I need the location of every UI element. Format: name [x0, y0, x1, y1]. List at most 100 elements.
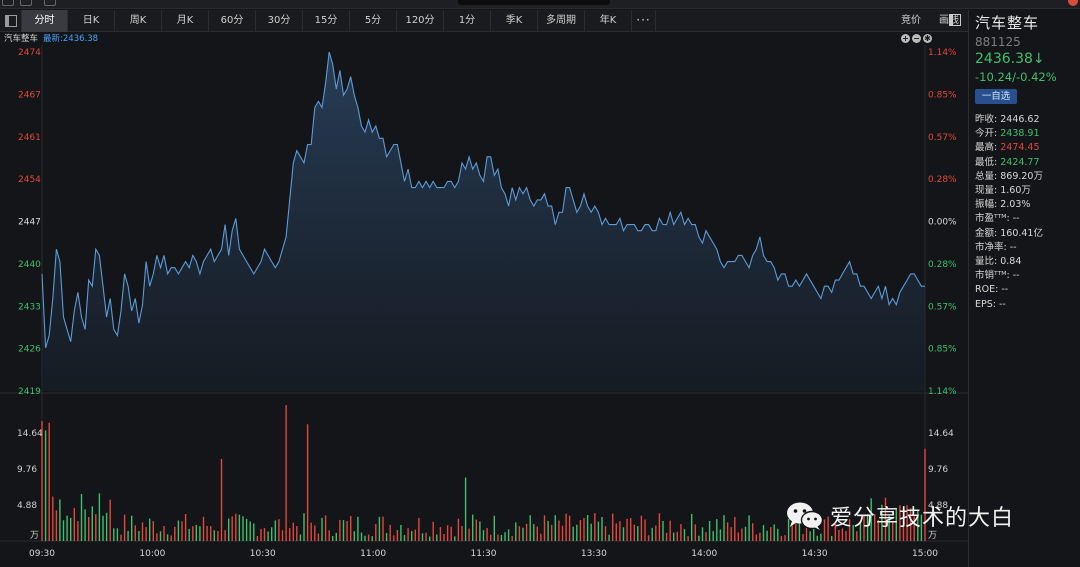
- volume-tick-label: 9.76: [17, 465, 37, 475]
- quote-change: -10.24/-0.42%: [975, 70, 1057, 84]
- stat-row: 量比: 0.84: [975, 255, 1043, 269]
- stat-label: 今开:: [975, 128, 998, 140]
- period-tab[interactable]: 120分: [397, 9, 444, 32]
- stat-value: 869.20万: [1000, 170, 1043, 182]
- intraday-chart[interactable]: 2474 1.14% 2467 0.85% 2461 0.57% 2454 0.28% 2447…: [0, 45, 968, 567]
- auction-button[interactable]: 竞价: [901, 14, 921, 26]
- stat-row: 最低: 2424.77: [975, 156, 1043, 170]
- period-tab[interactable]: 年K: [585, 9, 632, 32]
- period-tab[interactable]: 月K: [162, 9, 209, 32]
- close-window-icon[interactable]: [1068, 0, 1078, 6]
- stat-row: EPS: --: [975, 298, 1043, 312]
- period-tabs: 分时 日K 周K 月K 60分 30分 15分 5分 120分 1分 季K 多周期 年K: [22, 9, 632, 32]
- stat-label: 振幅:: [975, 199, 998, 211]
- stat-label: 现量:: [975, 185, 998, 197]
- stat-label: 金额:: [975, 227, 998, 239]
- time-tick-label: 11:30: [471, 549, 497, 559]
- sidebar-toggle-icon[interactable]: [0, 9, 22, 32]
- wechat-icon: [787, 502, 824, 530]
- stat-value: 160.41亿: [1000, 227, 1043, 239]
- time-tick-label: 14:00: [691, 549, 717, 559]
- quote-name: 汽车整车: [975, 14, 1040, 32]
- period-tab[interactable]: 日K: [68, 9, 115, 32]
- zoom-out-icon[interactable]: −: [912, 34, 921, 43]
- period-tab[interactable]: 分时: [22, 9, 68, 32]
- period-tab[interactable]: 30分: [256, 9, 303, 32]
- add-watchlist-button[interactable]: 一自选: [975, 89, 1017, 104]
- zoom-in-icon[interactable]: +: [901, 34, 910, 43]
- period-tab[interactable]: 多周期: [538, 9, 585, 32]
- pct-tick-label: 0.28%: [928, 175, 957, 185]
- stat-label: 市盈ᵀᵀᴹ:: [975, 213, 1010, 225]
- time-tick-label: 10:30: [250, 549, 276, 559]
- quote-code: 881125: [975, 35, 1021, 49]
- period-tab[interactable]: 5分: [350, 9, 397, 32]
- chart-symbol-name: 汽车整车: [4, 34, 39, 44]
- price-area: [42, 52, 925, 391]
- stat-row: ROE: --: [975, 283, 1043, 297]
- quote-panel: 汽车整车 881125 2436.38↓ -10.24/-0.42% 一自选 昨…: [949, 10, 1080, 567]
- period-tab[interactable]: 周K: [115, 9, 162, 32]
- time-tick-label: 10:00: [139, 549, 165, 559]
- pct-tick-label: 0.00%: [928, 218, 957, 228]
- period-tab[interactable]: 季K: [491, 9, 538, 32]
- price-line: [41, 51, 925, 349]
- stat-value: 2446.62: [1000, 114, 1040, 125]
- time-tick-label: 14:30: [802, 549, 828, 559]
- stat-value: --: [1012, 213, 1020, 225]
- time-tick-label: 09:30: [29, 549, 55, 559]
- period-toolbar: 分时 日K 周K 月K 60分 30分 15分 5分 120分 1分 季K 多周期 年K ··· 竞价 …: [0, 9, 968, 32]
- stat-row: 金额: 160.41亿: [975, 227, 1043, 241]
- pct-tick-label: 0.85%: [928, 90, 957, 100]
- stat-row: 振幅: 2.03%: [975, 198, 1043, 212]
- stat-label: 市净率:: [975, 241, 1007, 253]
- chart-latest-price: 最新:2436.38: [43, 34, 99, 44]
- panel-toggle-icon[interactable]: [949, 14, 961, 26]
- quote-price: 2436.38↓: [975, 51, 1045, 67]
- price-tick-label: 2461: [18, 133, 41, 143]
- stat-row: 市销ᵀᵀᴹ: --: [975, 269, 1043, 283]
- chart-controls: + − ✱: [901, 34, 932, 43]
- chart-canvas: 2474 1.14% 2467 0.85% 2461 0.57% 2454 0.28% 2447…: [0, 45, 968, 559]
- stat-label: ROE:: [975, 284, 999, 296]
- volume-tick-label: 4.88: [17, 501, 37, 511]
- pct-tick-label: 1.14%: [928, 48, 957, 58]
- chart-info-row: 汽车整车 最新:2436.38 + − ✱: [0, 33, 968, 45]
- window-control-icon[interactable]: [20, 0, 32, 6]
- stat-row: 现量: 1.60万: [975, 184, 1043, 198]
- period-tab[interactable]: 1分: [444, 9, 491, 32]
- settings-icon[interactable]: ✱: [923, 34, 932, 43]
- pct-tick-label: 1.14%: [928, 387, 957, 397]
- stat-label: 最高:: [975, 142, 998, 154]
- stat-value: 2424.77: [1000, 156, 1040, 168]
- stat-label: 市销ᵀᵀᴹ:: [975, 270, 1010, 282]
- stat-label: 最低:: [975, 156, 998, 168]
- stat-label: 昨收:: [975, 114, 998, 125]
- price-tick-label: 2454: [18, 175, 41, 185]
- time-tick-label: 11:00: [360, 549, 386, 559]
- price-tick-label: 2426: [18, 345, 41, 355]
- stat-value: --: [1009, 241, 1017, 253]
- quote-stats: 昨收: 2446.62 今开: 2438.91 最高: 2474.45 最低: 242…: [975, 113, 1043, 312]
- watermark: 爱分享技术的大白: [786, 500, 1014, 532]
- search-bar[interactable]: [458, 0, 610, 5]
- pct-tick-label: 0.57%: [928, 133, 957, 143]
- price-tick-label: 2447: [18, 218, 41, 228]
- watermark-text: 爱分享技术的大白: [830, 506, 1015, 531]
- window-control-icon[interactable]: [2, 0, 14, 6]
- stat-label: 量比:: [975, 256, 998, 268]
- stat-row: 市净率: --: [975, 241, 1043, 255]
- more-periods-button[interactable]: ···: [632, 9, 656, 32]
- volume-tick-label: 14.64: [17, 429, 43, 439]
- stat-row: 总量: 869.20万: [975, 170, 1043, 184]
- volume-tick-label: 万: [30, 531, 39, 541]
- window-control-icon[interactable]: [44, 0, 56, 6]
- stat-value: --: [1001, 284, 1009, 296]
- stat-row: 今开: 2438.91: [975, 127, 1043, 141]
- stat-value: 2438.91: [1000, 128, 1040, 140]
- period-tab[interactable]: 60分: [209, 9, 256, 32]
- period-tab[interactable]: 15分: [303, 9, 350, 32]
- price-tick-label: 2474: [18, 48, 41, 58]
- stat-label: EPS:: [975, 298, 996, 310]
- stat-row: 市盈ᵀᵀᴹ: --: [975, 212, 1043, 226]
